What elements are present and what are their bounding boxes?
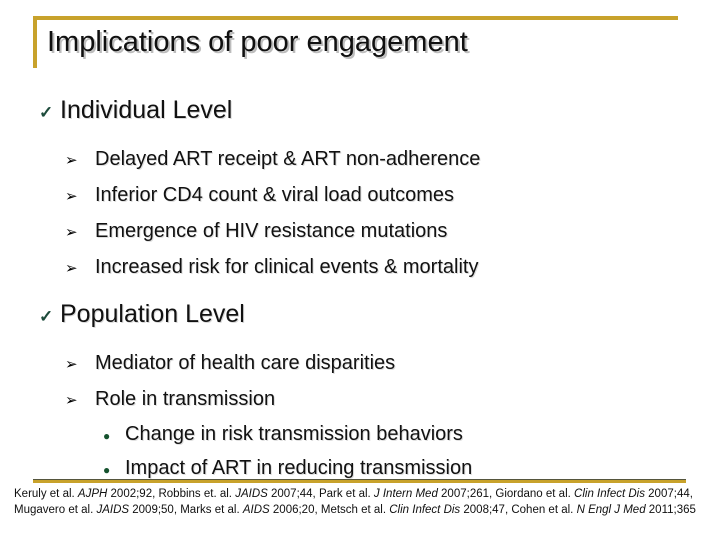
footnote-segment: JAIDS: [235, 488, 268, 500]
sub-bullet-item: ● Change in risk transmission behaviors: [103, 418, 696, 452]
footnote-segment: 2011;365: [645, 503, 696, 516]
bullet-text: Mediator of health care disparities: [95, 352, 396, 374]
checkmark-bullet-icon: ✓: [39, 103, 54, 122]
footnote-segment: 2008;47, Cohen et al.: [460, 503, 577, 516]
bullet-section: ✓ Individual Level ➢ Delayed ART receipt & …: [36, 94, 696, 286]
bullet-item: ➢ Mediator of health care disparities: [65, 346, 696, 382]
footnote-segment: 2007;261, Giordano et al.: [437, 488, 575, 500]
arrow-bullet-icon: ➢: [65, 224, 78, 241]
bullet-item: ➢ Emergence of HIV resistance mutations: [65, 214, 696, 250]
footnote-segment: JAIDS: [96, 503, 130, 516]
checkmark-bullet-icon: ✓: [39, 307, 54, 326]
arrow-bullet-icon: ➢: [65, 152, 78, 169]
bullet-text: Delayed ART receipt & ART non-adherence: [95, 148, 481, 170]
footnote-segment: 2002;92, Robbins et. al.: [107, 488, 236, 500]
section-heading-row: ✓ Population Level: [36, 298, 696, 333]
footnote-segment: AIDS: [242, 503, 270, 516]
footnote-segment: AJPH: [77, 488, 108, 500]
sub-bullet-text: Change in risk transmission behaviors: [125, 423, 463, 445]
slide-body: ✓ Individual Level ➢ Delayed ART receipt & …: [36, 94, 696, 486]
bullet-item: ➢ Delayed ART receipt & ART non-adherence: [65, 142, 696, 178]
footnote-segment: 2006;20, Metsch et al.: [269, 503, 390, 516]
footnote-segment: N Engl J Med: [576, 503, 646, 516]
bullet-item: ➢ Inferior CD4 count & viral load outcome…: [65, 178, 696, 214]
footnote-text: Keruly et al. AJPH 2002;92, Robbins et. …: [14, 487, 708, 518]
sub-bullet-item: ● Impact of ART in reducing transmission: [103, 452, 696, 486]
sub-bullet-text: Impact of ART in reducing transmission: [125, 457, 473, 479]
footnote-segment: Keruly et al.: [14, 488, 78, 500]
dot-bullet-icon: ●: [103, 429, 111, 443]
footnote-rule: [33, 479, 686, 483]
footnote-segment: 2007;44, Park et al.: [267, 488, 374, 500]
bullet-text: Inferior CD4 count & viral load outcomes: [95, 184, 455, 206]
slide-title: Implications of poor engagement: [47, 26, 468, 58]
arrow-bullet-icon: ➢: [65, 392, 78, 409]
section-heading: Individual Level: [60, 96, 233, 124]
bullet-section: ✓ Population Level ➢ Mediator of health car…: [36, 298, 696, 486]
arrow-bullet-icon: ➢: [65, 260, 78, 277]
arrow-bullet-icon: ➢: [65, 356, 78, 373]
footnote-segment: J Intern Med: [373, 488, 438, 500]
bullet-item: ➢ Increased risk for clinical events & mo…: [65, 250, 696, 286]
footnote-segment: Clin Infect Dis: [574, 488, 645, 500]
footnote-segment: 2009;50, Marks et al.: [129, 503, 243, 516]
title-top-rule: [33, 16, 678, 20]
section-heading: Population Level: [60, 300, 245, 328]
footnote-segment: 2007;44, Mugavero et al.: [14, 488, 693, 516]
dot-bullet-icon: ●: [103, 463, 111, 477]
arrow-bullet-icon: ➢: [65, 188, 78, 205]
title-left-rule: [33, 16, 37, 68]
bullet-text: Emergence of HIV resistance mutations: [95, 220, 448, 242]
bullet-text: Increased risk for clinical events & mor…: [95, 256, 479, 278]
footnote-segment: Clin Infect Dis: [389, 503, 461, 516]
bullet-item: ➢ Role in transmission: [65, 382, 696, 418]
section-heading-row: ✓ Individual Level: [36, 94, 696, 129]
bullet-text: Role in transmission: [95, 388, 276, 410]
